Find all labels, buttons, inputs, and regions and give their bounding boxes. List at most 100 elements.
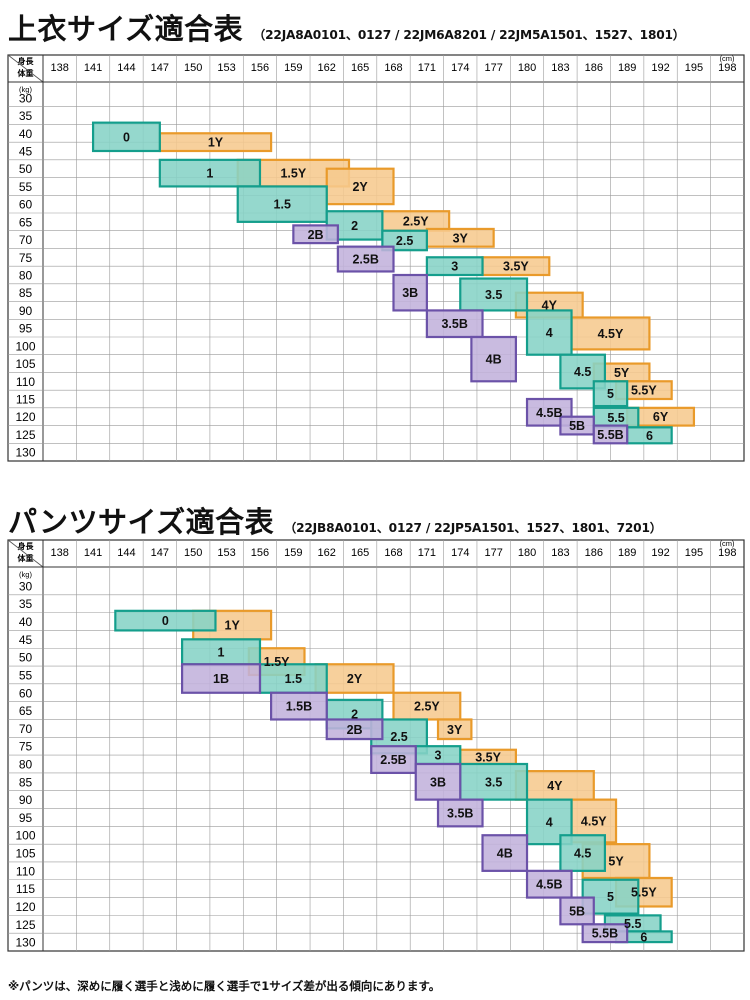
bottom-size-label-2-5b: 2.5B [380,753,406,767]
bottom-x-tick-label: 165 [351,547,369,559]
top-x-tick-label: 195 [685,62,703,74]
bottom-x-tick-label: 171 [418,547,436,559]
top-size-label-4y: 4Y [542,299,558,313]
bottom-y-tick-label: 130 [15,936,35,950]
bottom-size-label-2-5y: 2.5Y [414,700,440,714]
bottom-x-tick-label: 174 [451,547,469,559]
top-y-tick-label: 115 [16,393,35,407]
bottom-y-tick-label: 115 [16,882,35,896]
bottom-size-label-2b: 2B [347,723,363,737]
top-size-box-4 [525,309,573,356]
top-size-box-2-5 [381,229,428,252]
bottom-x-tick-label: 189 [618,547,636,559]
bottom-x-tick-label: 198 [718,547,736,559]
top-y-tick-label: 80 [19,269,33,283]
top-x-tick-label: 165 [351,62,369,74]
bottom-size-label-1b: 1B [213,672,229,686]
top-x-tick-label: 150 [184,62,202,74]
top-x-tick-label: 159 [284,62,302,74]
bottom-size-label-5-5y: 5.5Y [631,886,657,900]
bottom-size-label-5-5b: 5.5B [592,927,618,941]
bottom-y-header: 体重 [18,553,34,563]
top-size-label-5y: 5Y [614,366,630,380]
top-size-box-1 [158,158,262,188]
top-size-label-4: 4 [546,326,553,340]
top-size-box-3b [392,273,428,312]
bottom-size-label-4-5y: 4.5Y [581,814,607,828]
bottom-size-label-1: 1 [218,645,225,659]
bottom-header-diagonal [7,539,44,568]
bottom-size-box-1-5 [258,663,328,694]
bottom-y-unit: (kg) [19,570,32,579]
bottom-size-label-1y: 1Y [225,619,241,633]
bottom-size-label-6: 6 [640,930,647,944]
bottom-y-tick-label: 95 [19,811,33,825]
top-y-tick-label: 35 [19,109,33,123]
top-size-label-4b: 4B [486,353,502,367]
top-x-tick-label: 168 [384,62,402,74]
top-size-label-1-5y: 1.5Y [280,167,306,181]
bottom-size-label-3-5y: 3.5Y [475,750,501,764]
top-size-box-3-5 [459,277,529,312]
top-size-label-3b: 3B [402,286,418,300]
bottom-size-label-5-5: 5.5 [624,917,641,931]
top-y-tick-label: 45 [19,145,33,159]
top-y-tick-label: 50 [19,162,33,176]
bottom-size-label-5b: 5B [569,904,585,918]
bottom-size-label-1-5b: 1.5B [286,700,312,714]
top-size-label-2b: 2B [308,228,324,242]
top-size-label-2-5y: 2.5Y [403,214,429,228]
bottom-size-box-1b [180,663,262,694]
bottom-x-tick-label: 159 [284,547,302,559]
top-size-label-4-5: 4.5 [574,365,591,379]
top-x-tick-label: 156 [251,62,269,74]
top-y-tick-label: 30 [19,91,33,105]
top-x-tick-label: 174 [451,62,469,74]
bottom-x-tick-label: 150 [184,547,202,559]
bottom-size-label-3: 3 [435,749,442,763]
bottom-x-tick-label: 147 [151,547,169,559]
bottom-y-tick-label: 100 [15,829,35,843]
bottom-chart-models: （22JB8A0101、0127 / 22JP5A1501、1527、1801、… [284,521,662,535]
top-size-box-0 [91,121,161,153]
bottom-size-label-3-5b: 3.5B [447,806,473,820]
footnote: ※パンツは、深めに履く選手と浅めに履く選手で1サイズ差が出る傾向にあります。 [8,979,441,993]
top-size-label-5b: 5B [569,419,585,433]
top-x-tick-label: 138 [51,62,69,74]
top-size-box-1-5 [236,185,328,223]
top-size-label-5: 5 [607,387,614,401]
bottom-y-tick-label: 50 [19,651,33,665]
bottom-x-unit: (cm) [720,539,735,548]
bottom-x-tick-label: 144 [117,547,135,559]
top-y-header: 体重 [18,68,34,78]
top-size-label-3-5b: 3.5B [441,317,467,331]
bottom-x-tick-label: 141 [84,547,102,559]
top-y-tick-label: 65 [19,215,33,229]
bottom-size-box-4-5b [525,869,573,899]
top-size-box-3 [425,256,484,277]
bottom-x-tick-label: 168 [384,547,402,559]
top-size-label-2-5b: 2.5B [352,253,378,267]
bottom-size-label-5: 5 [607,890,614,904]
bottom-size-box-3-5b [436,798,484,828]
bottom-size-box-2-5y [392,691,462,721]
top-x-tick-label: 177 [484,62,502,74]
bottom-y-tick-label: 80 [19,758,33,772]
top-chart-title-row: 上衣サイズ適合表 （22JA8A0101、0127 / 22JM6A8201 /… [8,6,685,48]
top-size-label-0: 0 [123,130,130,144]
bottom-x-header: 身長 [18,541,35,551]
bottom-size-label-2-5: 2.5 [390,730,407,744]
top-size-label-3-5y: 3.5Y [503,260,529,274]
bottom-y-tick-label: 90 [19,793,33,807]
top-size-label-1y: 1Y [208,136,224,150]
top-size-label-5-5: 5.5 [607,411,624,425]
top-y-tick-label: 120 [15,410,35,424]
bottom-x-tick-label: 195 [685,547,703,559]
top-size-label-6: 6 [646,429,653,443]
bottom-size-label-2: 2 [351,708,358,722]
top-x-tick-label: 192 [651,62,669,74]
top-chart-title: 上衣サイズ適合表 [8,12,244,46]
bottom-size-label-2y: 2Y [347,672,363,686]
bottom-x-tick-label: 156 [251,547,269,559]
